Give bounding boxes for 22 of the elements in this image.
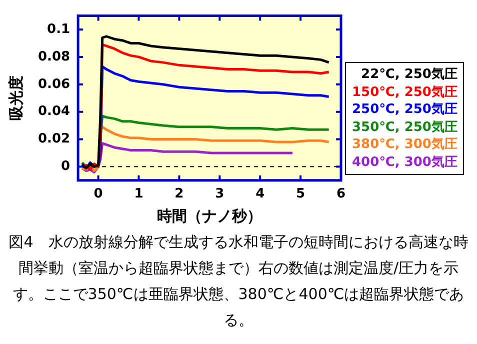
x-tick-label: 6 xyxy=(336,186,346,202)
y-tick-label: 0 xyxy=(61,159,70,174)
x-axis-title: 時間（ナノ秒） xyxy=(157,206,262,225)
series-label: 380℃, 300気圧 xyxy=(352,136,458,154)
caption: 図4 水の放射線分解で生成する水和電子の短時間における高速な時間挙動（室温から超臨界状態まで）右の数値は測定温度/圧力を示す。ここで350℃は亜臨界状態、380℃と400℃は超臨界状態である。 xyxy=(8,232,470,331)
text: 150℃, 250気圧 xyxy=(352,84,458,101)
text: 22℃, 250気圧 xyxy=(360,66,458,84)
x-tick-label: 3 xyxy=(215,186,224,202)
y-tick-label: 0.1 xyxy=(47,22,70,37)
y-axis-title: 吸光度 xyxy=(6,76,25,121)
series-label: 250℃, 250気圧 xyxy=(352,101,458,118)
y-tick-label: 0.04 xyxy=(38,104,70,120)
y-tick-label: 0.02 xyxy=(38,132,70,147)
x-tick-label: 4 xyxy=(256,186,265,202)
x-tick-label: 0 xyxy=(94,186,103,202)
x-tick-label: 5 xyxy=(296,186,306,202)
y-tick-label: 0.06 xyxy=(38,76,70,92)
x-tick-label: 2 xyxy=(174,186,184,202)
y-tick-label: 0.08 xyxy=(38,49,70,64)
x-tick-label: 1 xyxy=(134,186,144,202)
series-label: 350℃, 250気圧 xyxy=(352,118,458,136)
text: 400℃, 300気圧 xyxy=(352,154,458,171)
